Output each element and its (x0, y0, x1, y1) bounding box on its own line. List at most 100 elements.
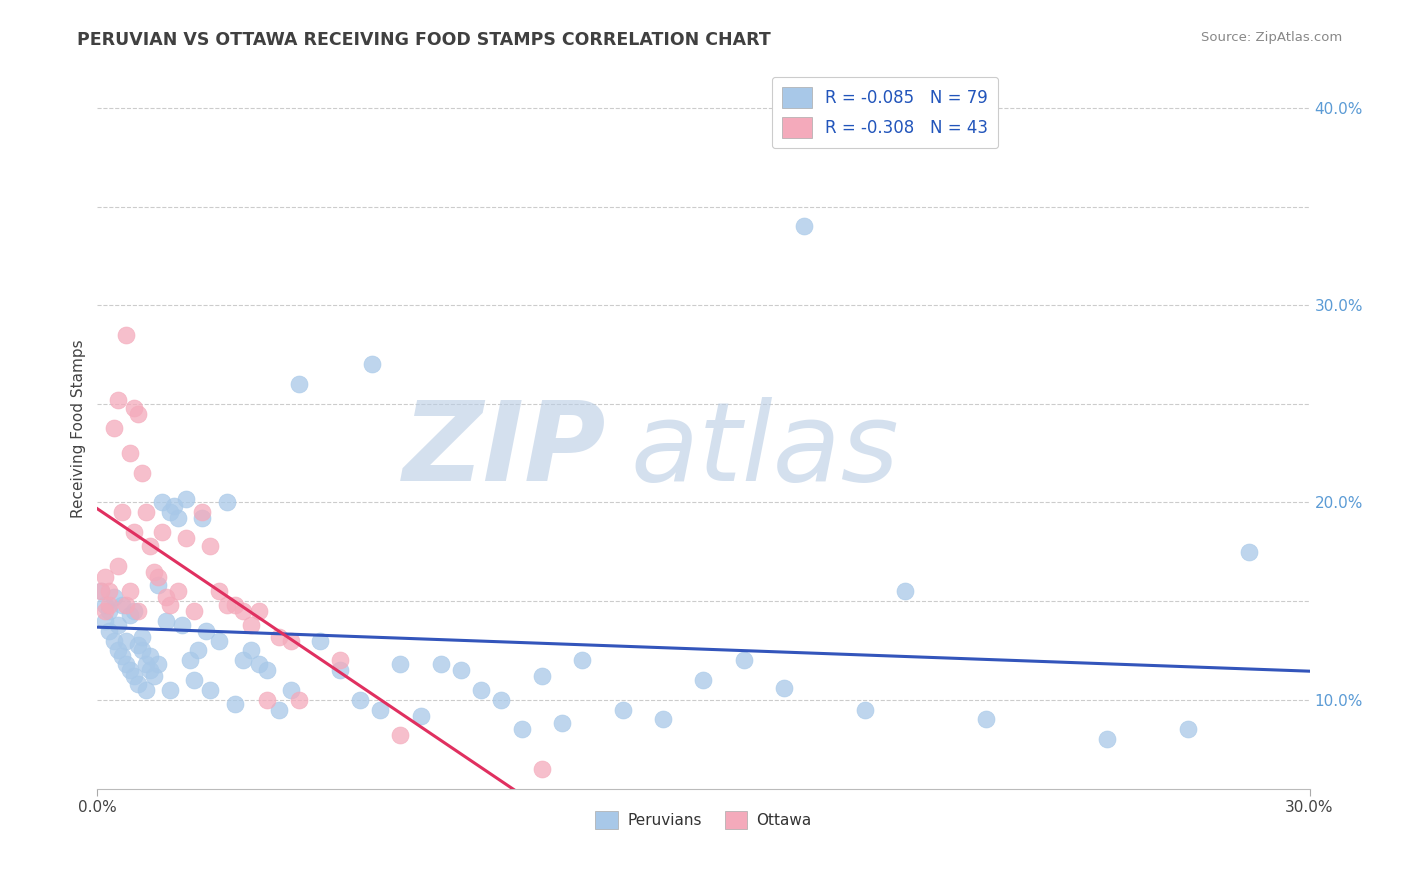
Point (114, 598, 136, 612)
Point (652, 713, 675, 727)
Point (135, 682, 157, 697)
Point (256, 692, 278, 706)
Point (163, 500, 186, 514)
Point (280, 682, 302, 697)
Point (98, 598, 121, 612)
Text: PERUVIAN VS OTTAWA RECEIVING FOOD STAMPS CORRELATION CHART: PERUVIAN VS OTTAWA RECEIVING FOOD STAMPS… (77, 31, 770, 49)
Point (530, 669, 553, 683)
Point (224, 697, 246, 711)
Point (733, 653, 755, 667)
Point (159, 505, 181, 519)
Point (159, 682, 181, 697)
Point (107, 392, 129, 407)
Point (183, 673, 205, 687)
Point (183, 604, 205, 618)
Point (793, 219, 815, 234)
Point (118, 584, 141, 599)
Point (195, 624, 218, 638)
Point (200, 539, 222, 553)
Point (146, 578, 169, 592)
Point (103, 590, 125, 604)
Point (146, 570, 169, 584)
Point (1237, 545, 1260, 559)
Point (167, 584, 190, 599)
Point (256, 663, 278, 677)
Point (110, 505, 132, 519)
Point (470, 682, 492, 697)
Point (155, 614, 177, 628)
Point (247, 657, 270, 672)
Point (114, 633, 136, 648)
Point (110, 598, 132, 612)
Point (139, 539, 162, 553)
Point (107, 558, 129, 573)
Point (1097, 732, 1119, 747)
Point (90, 584, 112, 599)
Point (207, 584, 229, 599)
Point (239, 643, 262, 657)
Point (692, 673, 714, 687)
Point (103, 633, 125, 648)
Point (155, 590, 177, 604)
Point (159, 598, 181, 612)
Point (280, 633, 302, 648)
Point (510, 723, 533, 737)
Point (131, 466, 153, 480)
Legend: Peruvians, Ottawa: Peruvians, Ottawa (589, 805, 818, 835)
Point (107, 617, 129, 632)
Point (146, 657, 169, 672)
Point (94, 604, 117, 618)
Point (430, 657, 453, 672)
Point (191, 511, 214, 525)
Point (139, 649, 162, 664)
Point (215, 598, 238, 612)
Point (247, 604, 270, 618)
Point (139, 663, 162, 677)
Text: Source: ZipAtlas.com: Source: ZipAtlas.com (1202, 31, 1343, 45)
Point (114, 327, 136, 342)
Point (232, 653, 254, 667)
Point (98, 584, 121, 599)
Point (127, 638, 149, 652)
Point (191, 505, 214, 519)
Point (361, 358, 384, 372)
Point (551, 716, 574, 731)
Point (773, 681, 796, 695)
Point (207, 633, 229, 648)
Point (329, 653, 352, 667)
Point (118, 446, 141, 460)
Point (127, 604, 149, 618)
Point (98, 624, 121, 638)
Point (288, 692, 311, 706)
Point (269, 630, 291, 644)
Point (122, 525, 145, 540)
Point (224, 598, 246, 612)
Point (853, 703, 876, 717)
Point (612, 703, 634, 717)
Point (122, 604, 145, 618)
Point (142, 669, 165, 683)
Point (894, 584, 917, 599)
Point (107, 643, 129, 657)
Point (103, 420, 125, 434)
Point (131, 630, 153, 644)
Point (187, 643, 209, 657)
Point (450, 663, 472, 677)
Point (215, 495, 238, 509)
Point (110, 649, 132, 664)
Point (94, 614, 117, 628)
Point (200, 682, 222, 697)
Point (179, 653, 201, 667)
Text: ZIP: ZIP (404, 397, 606, 504)
Point (1177, 723, 1199, 737)
Point (239, 617, 262, 632)
Point (491, 692, 513, 706)
Point (571, 653, 593, 667)
Point (288, 377, 311, 392)
Point (114, 657, 136, 672)
Point (94, 570, 117, 584)
Point (94, 598, 117, 612)
Point (142, 565, 165, 579)
Point (127, 407, 149, 421)
Point (174, 491, 197, 506)
